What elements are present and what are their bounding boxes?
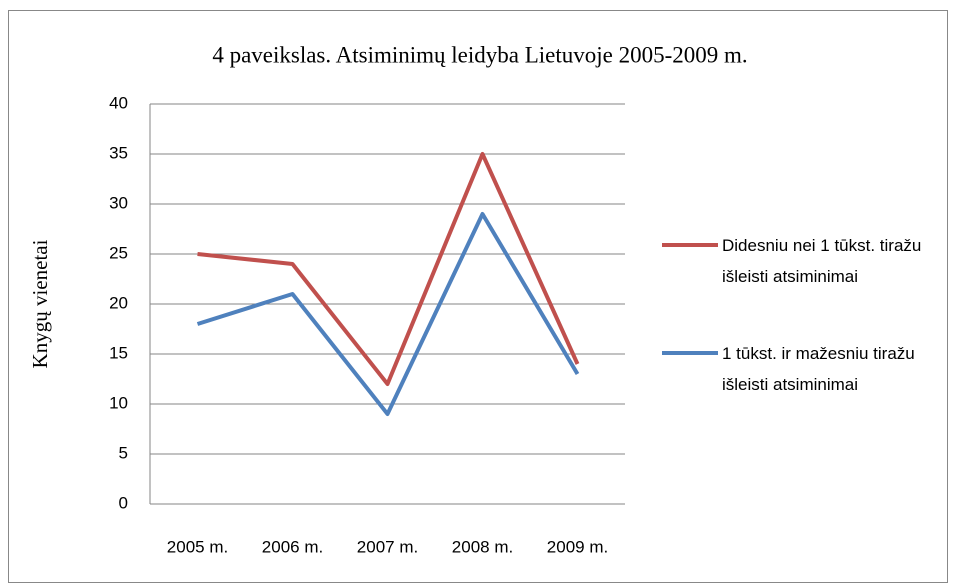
y-tick-label: 35 — [109, 143, 128, 162]
x-tick-label: 2005 m. — [167, 537, 228, 556]
y-tick-label: 30 — [109, 193, 128, 212]
y-tick-label: 20 — [109, 293, 128, 312]
chart-title: 4 paveikslas. Atsiminimų leidyba Lietuvo… — [212, 42, 747, 67]
x-tick-label: 2006 m. — [262, 537, 323, 556]
legend-label: 1 tūkst. ir mažesniu tiražu išleisti ats… — [722, 344, 915, 394]
x-tick-label: 2009 m. — [547, 537, 608, 556]
y-tick-label: 10 — [109, 393, 128, 412]
y-tick-label: 0 — [119, 493, 128, 512]
chart-frame — [8, 10, 948, 583]
y-tick-label: 25 — [109, 243, 128, 262]
y-tick-label: 40 — [109, 93, 128, 112]
y-tick-label: 15 — [109, 343, 128, 362]
x-tick-label: 2008 m. — [452, 537, 513, 556]
series-line — [196, 212, 580, 416]
y-tick-label: 5 — [119, 443, 128, 462]
legend-label: Didesniu nei 1 tūkst. tiražu išleisti at… — [722, 236, 922, 286]
y-axis-label: Knygų vienetai — [28, 239, 52, 368]
series-line — [197, 152, 580, 386]
x-tick-label: 2007 m. — [357, 537, 418, 556]
